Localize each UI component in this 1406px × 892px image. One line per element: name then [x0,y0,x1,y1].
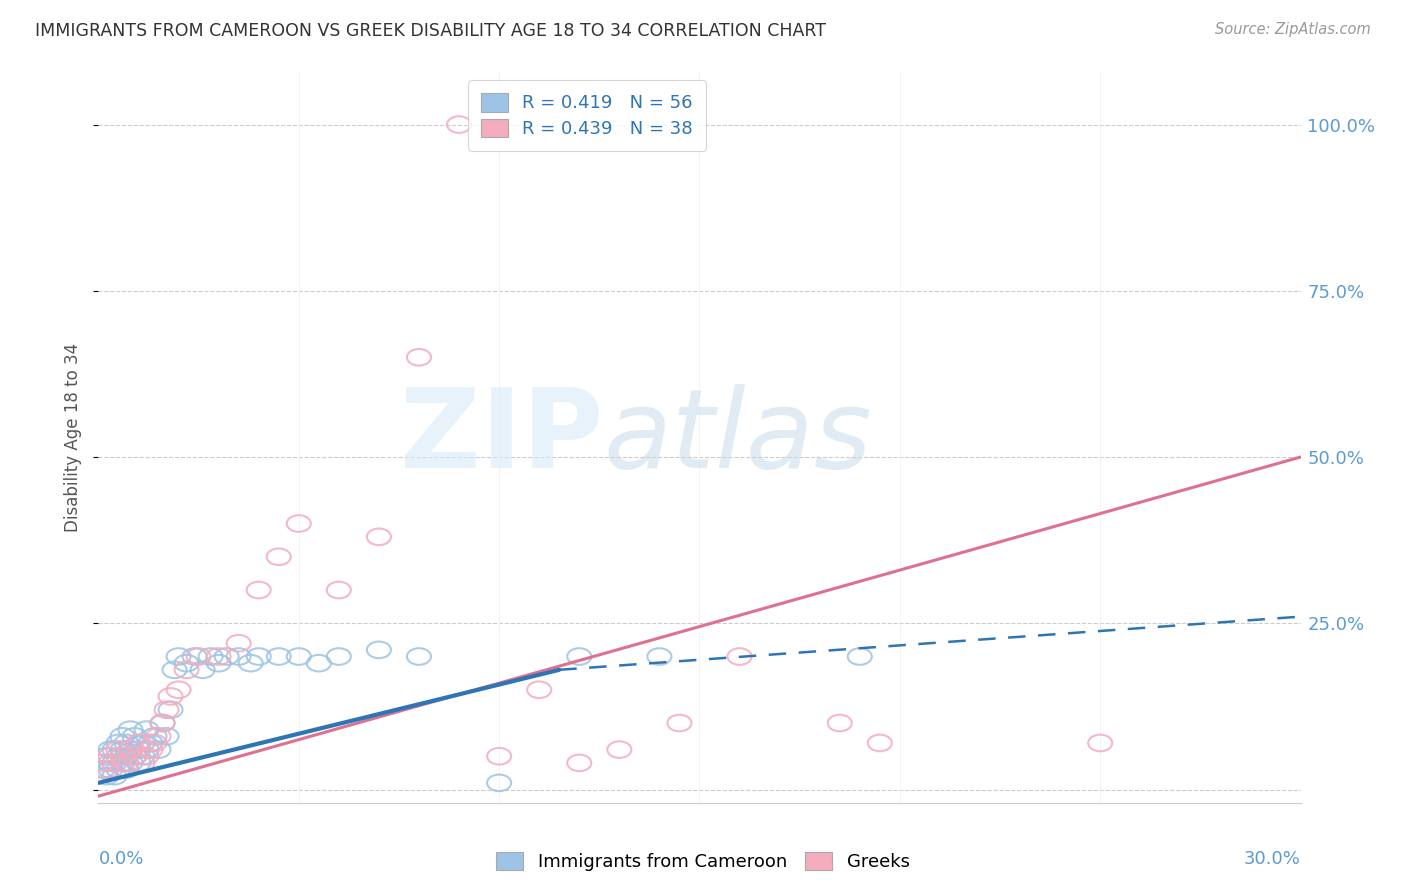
Legend: Immigrants from Cameroon, Greeks: Immigrants from Cameroon, Greeks [489,845,917,879]
Text: ZIP: ZIP [399,384,603,491]
Text: Source: ZipAtlas.com: Source: ZipAtlas.com [1215,22,1371,37]
Y-axis label: Disability Age 18 to 34: Disability Age 18 to 34 [65,343,83,532]
Text: IMMIGRANTS FROM CAMEROON VS GREEK DISABILITY AGE 18 TO 34 CORRELATION CHART: IMMIGRANTS FROM CAMEROON VS GREEK DISABI… [35,22,827,40]
Text: 30.0%: 30.0% [1244,850,1301,868]
Text: atlas: atlas [603,384,872,491]
Legend: R = 0.419   N = 56, R = 0.439   N = 38: R = 0.419 N = 56, R = 0.439 N = 38 [468,80,706,151]
Text: 0.0%: 0.0% [98,850,143,868]
